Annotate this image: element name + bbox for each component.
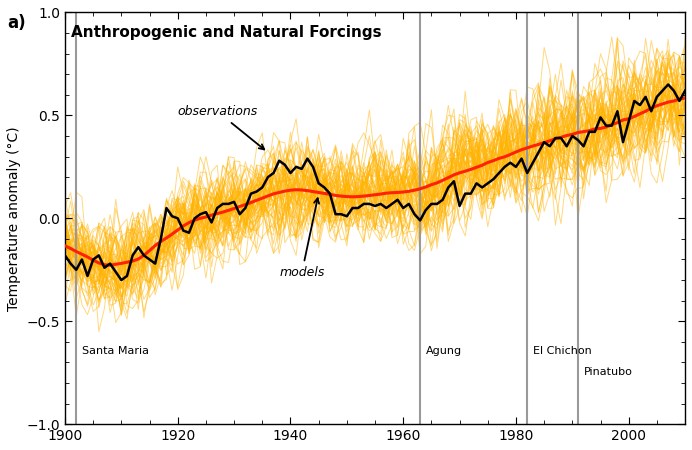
Text: Anthropogenic and Natural Forcings: Anthropogenic and Natural Forcings — [71, 25, 382, 40]
Text: Pinatubo: Pinatubo — [583, 367, 632, 377]
Y-axis label: Temperature anomaly (°C): Temperature anomaly (°C) — [7, 126, 21, 310]
Text: El Chichon: El Chichon — [533, 346, 592, 356]
Text: a): a) — [7, 14, 26, 32]
Text: observations: observations — [178, 105, 264, 149]
Text: Santa Maria: Santa Maria — [82, 346, 149, 356]
Text: Agung: Agung — [426, 346, 462, 356]
Text: models: models — [279, 198, 325, 279]
